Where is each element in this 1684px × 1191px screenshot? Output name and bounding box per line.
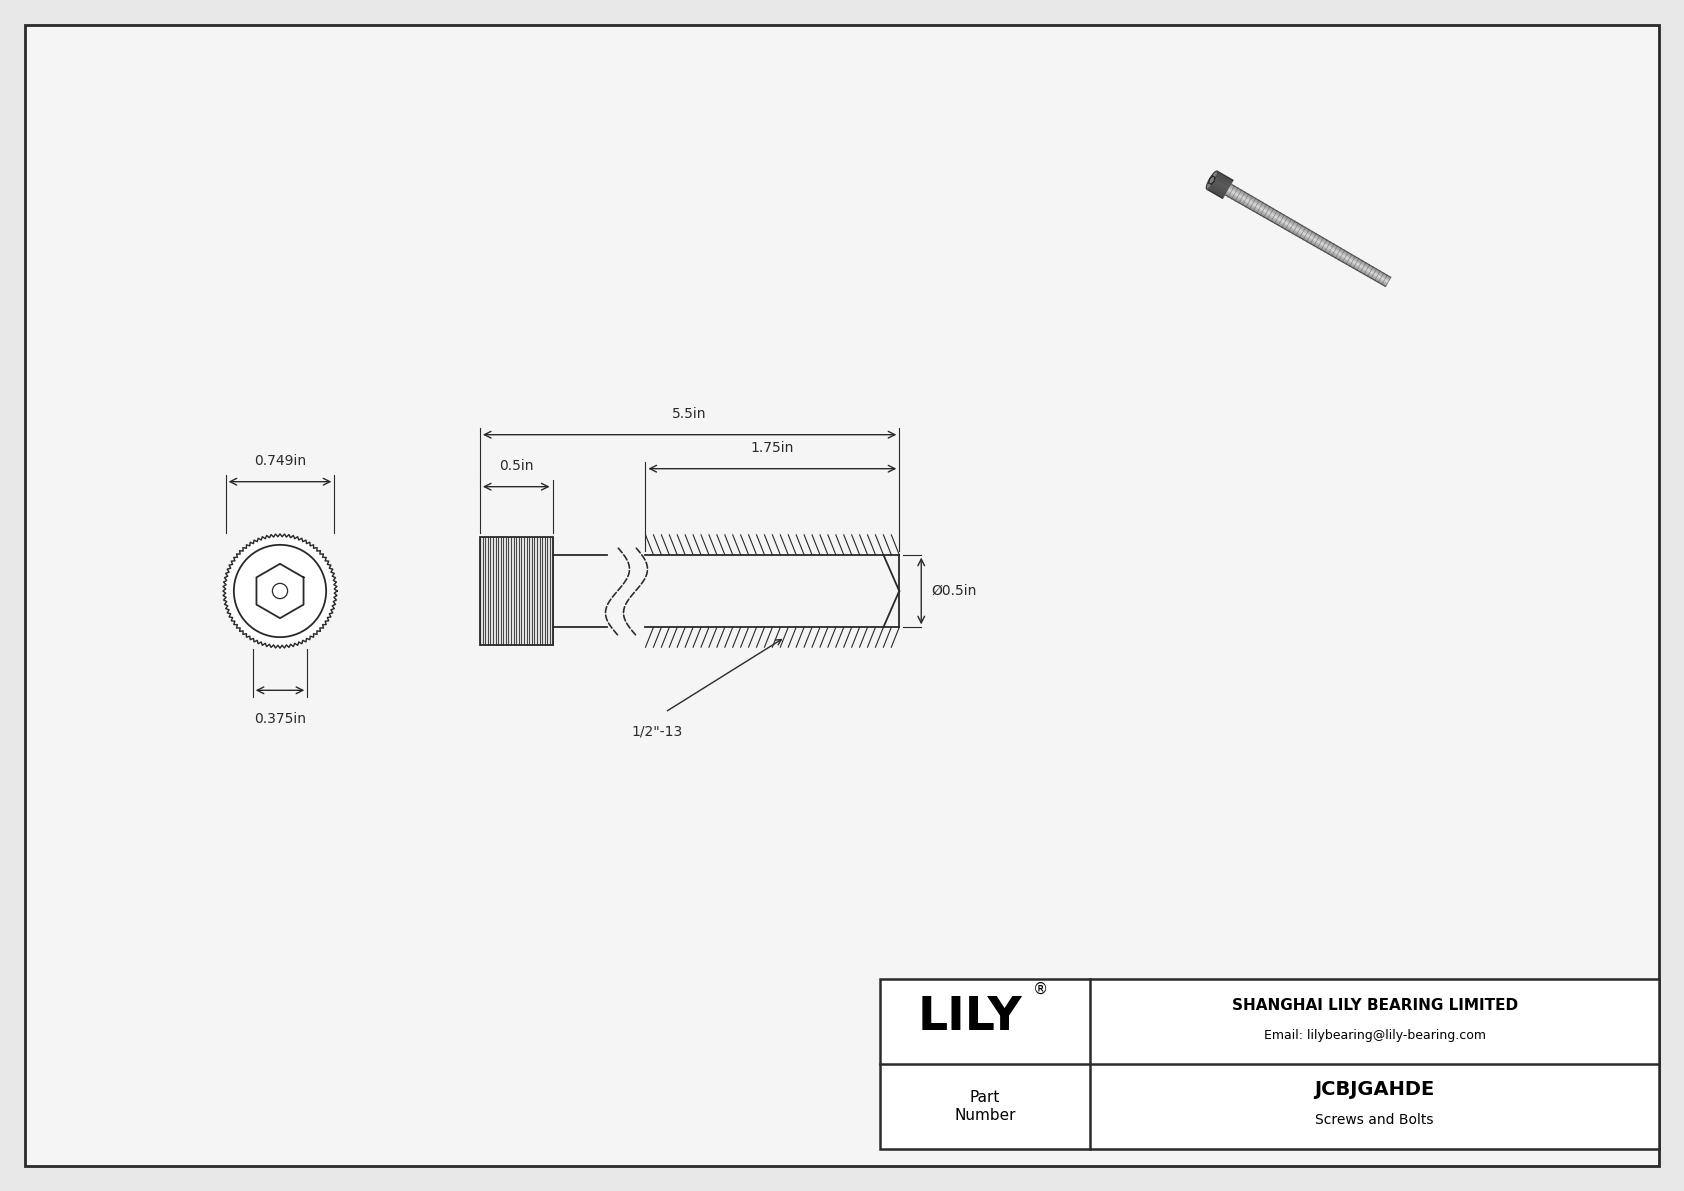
Text: 1/2"-13: 1/2"-13 [632, 724, 682, 738]
Polygon shape [1206, 172, 1218, 189]
Polygon shape [1209, 183, 1226, 195]
Text: 0.749in: 0.749in [254, 454, 306, 468]
Polygon shape [1216, 172, 1233, 183]
Polygon shape [1229, 183, 1391, 279]
Polygon shape [1226, 192, 1388, 286]
Polygon shape [1214, 174, 1231, 186]
Text: Screws and Bolts: Screws and Bolts [1315, 1114, 1433, 1128]
Text: Ø0.5in: Ø0.5in [931, 584, 977, 598]
Polygon shape [1229, 187, 1389, 281]
Text: 1.75in: 1.75in [751, 441, 795, 455]
Polygon shape [1228, 189, 1388, 283]
Polygon shape [1226, 191, 1388, 285]
Text: SHANGHAI LILY BEARING LIMITED: SHANGHAI LILY BEARING LIMITED [1231, 998, 1517, 1014]
Polygon shape [256, 563, 303, 618]
FancyBboxPatch shape [25, 25, 1659, 1166]
Text: Part
Number: Part Number [955, 1090, 1015, 1123]
Polygon shape [1224, 193, 1386, 286]
Text: LILY: LILY [918, 994, 1022, 1040]
Polygon shape [1229, 186, 1389, 280]
Polygon shape [1228, 188, 1389, 282]
Text: 0.375in: 0.375in [254, 712, 306, 727]
Text: Email: lilybearing@lily-bearing.com: Email: lilybearing@lily-bearing.com [1263, 1029, 1485, 1042]
Text: ®: ® [1032, 983, 1047, 997]
Polygon shape [1212, 177, 1229, 189]
Polygon shape [222, 534, 337, 648]
Polygon shape [1211, 180, 1228, 192]
Circle shape [273, 584, 288, 599]
Bar [480, 537, 552, 646]
Text: 0.5in: 0.5in [498, 459, 534, 473]
Text: 5.5in: 5.5in [672, 406, 707, 420]
Polygon shape [1207, 186, 1224, 198]
Bar [881, 979, 1659, 1149]
Text: JCBJGAHDE: JCBJGAHDE [1315, 1080, 1435, 1099]
